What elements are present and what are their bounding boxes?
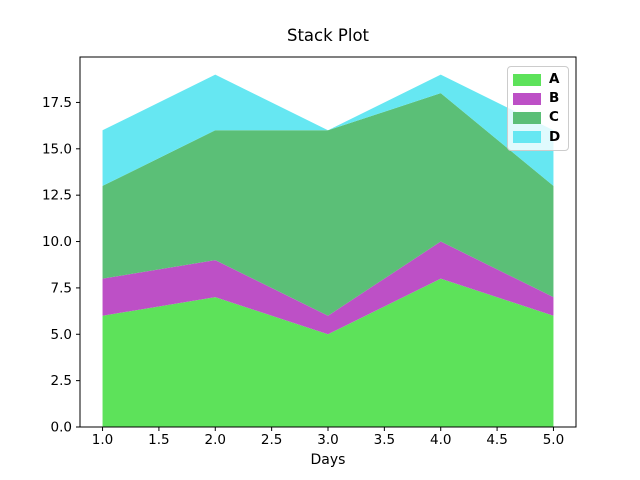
- x-tick-label: 1.5: [148, 432, 169, 448]
- legend-label: B: [549, 90, 560, 107]
- area-series-C: [102, 93, 554, 316]
- x-tick-label: 5.0: [543, 432, 564, 448]
- legend-swatch-B: [513, 92, 541, 105]
- legend-swatch-C: [513, 112, 541, 125]
- legend-label: A: [549, 70, 560, 87]
- x-tick-label: 3.5: [374, 432, 395, 448]
- y-tick-label: 12.5: [42, 188, 72, 204]
- legend-label: D: [549, 128, 561, 145]
- x-axis-label: Days: [310, 452, 346, 468]
- legend-item-D: D: [513, 129, 563, 146]
- y-tick-label: 5.0: [51, 327, 72, 343]
- x-tick-label: 4.5: [486, 432, 507, 448]
- legend-swatch-A: [513, 73, 541, 86]
- legend-item-C: C: [513, 110, 563, 127]
- y-tick-label: 2.5: [51, 373, 72, 389]
- area-series-B: [102, 241, 554, 335]
- x-tick-label: 2.5: [261, 432, 282, 448]
- y-tick-label: 7.5: [51, 280, 72, 296]
- legend-label: C: [549, 109, 559, 126]
- x-tick-label: 4.0: [430, 432, 451, 448]
- y-tick-label: 17.5: [42, 95, 72, 111]
- chart-title: Stack Plot: [286, 26, 370, 45]
- area-series-A: [102, 278, 554, 427]
- x-tick-label: 2.0: [205, 432, 226, 448]
- legend-item-B: B: [513, 90, 563, 107]
- area-series-D: [102, 74, 554, 186]
- x-tick-label: 1.0: [92, 432, 113, 448]
- legend-item-A: A: [513, 71, 563, 88]
- x-tick-label: 3.0: [317, 432, 338, 448]
- y-tick-label: 0.0: [51, 420, 72, 436]
- legend-swatch-D: [513, 131, 541, 144]
- y-tick-label: 10.0: [42, 234, 72, 250]
- y-tick-label: 15.0: [42, 141, 72, 157]
